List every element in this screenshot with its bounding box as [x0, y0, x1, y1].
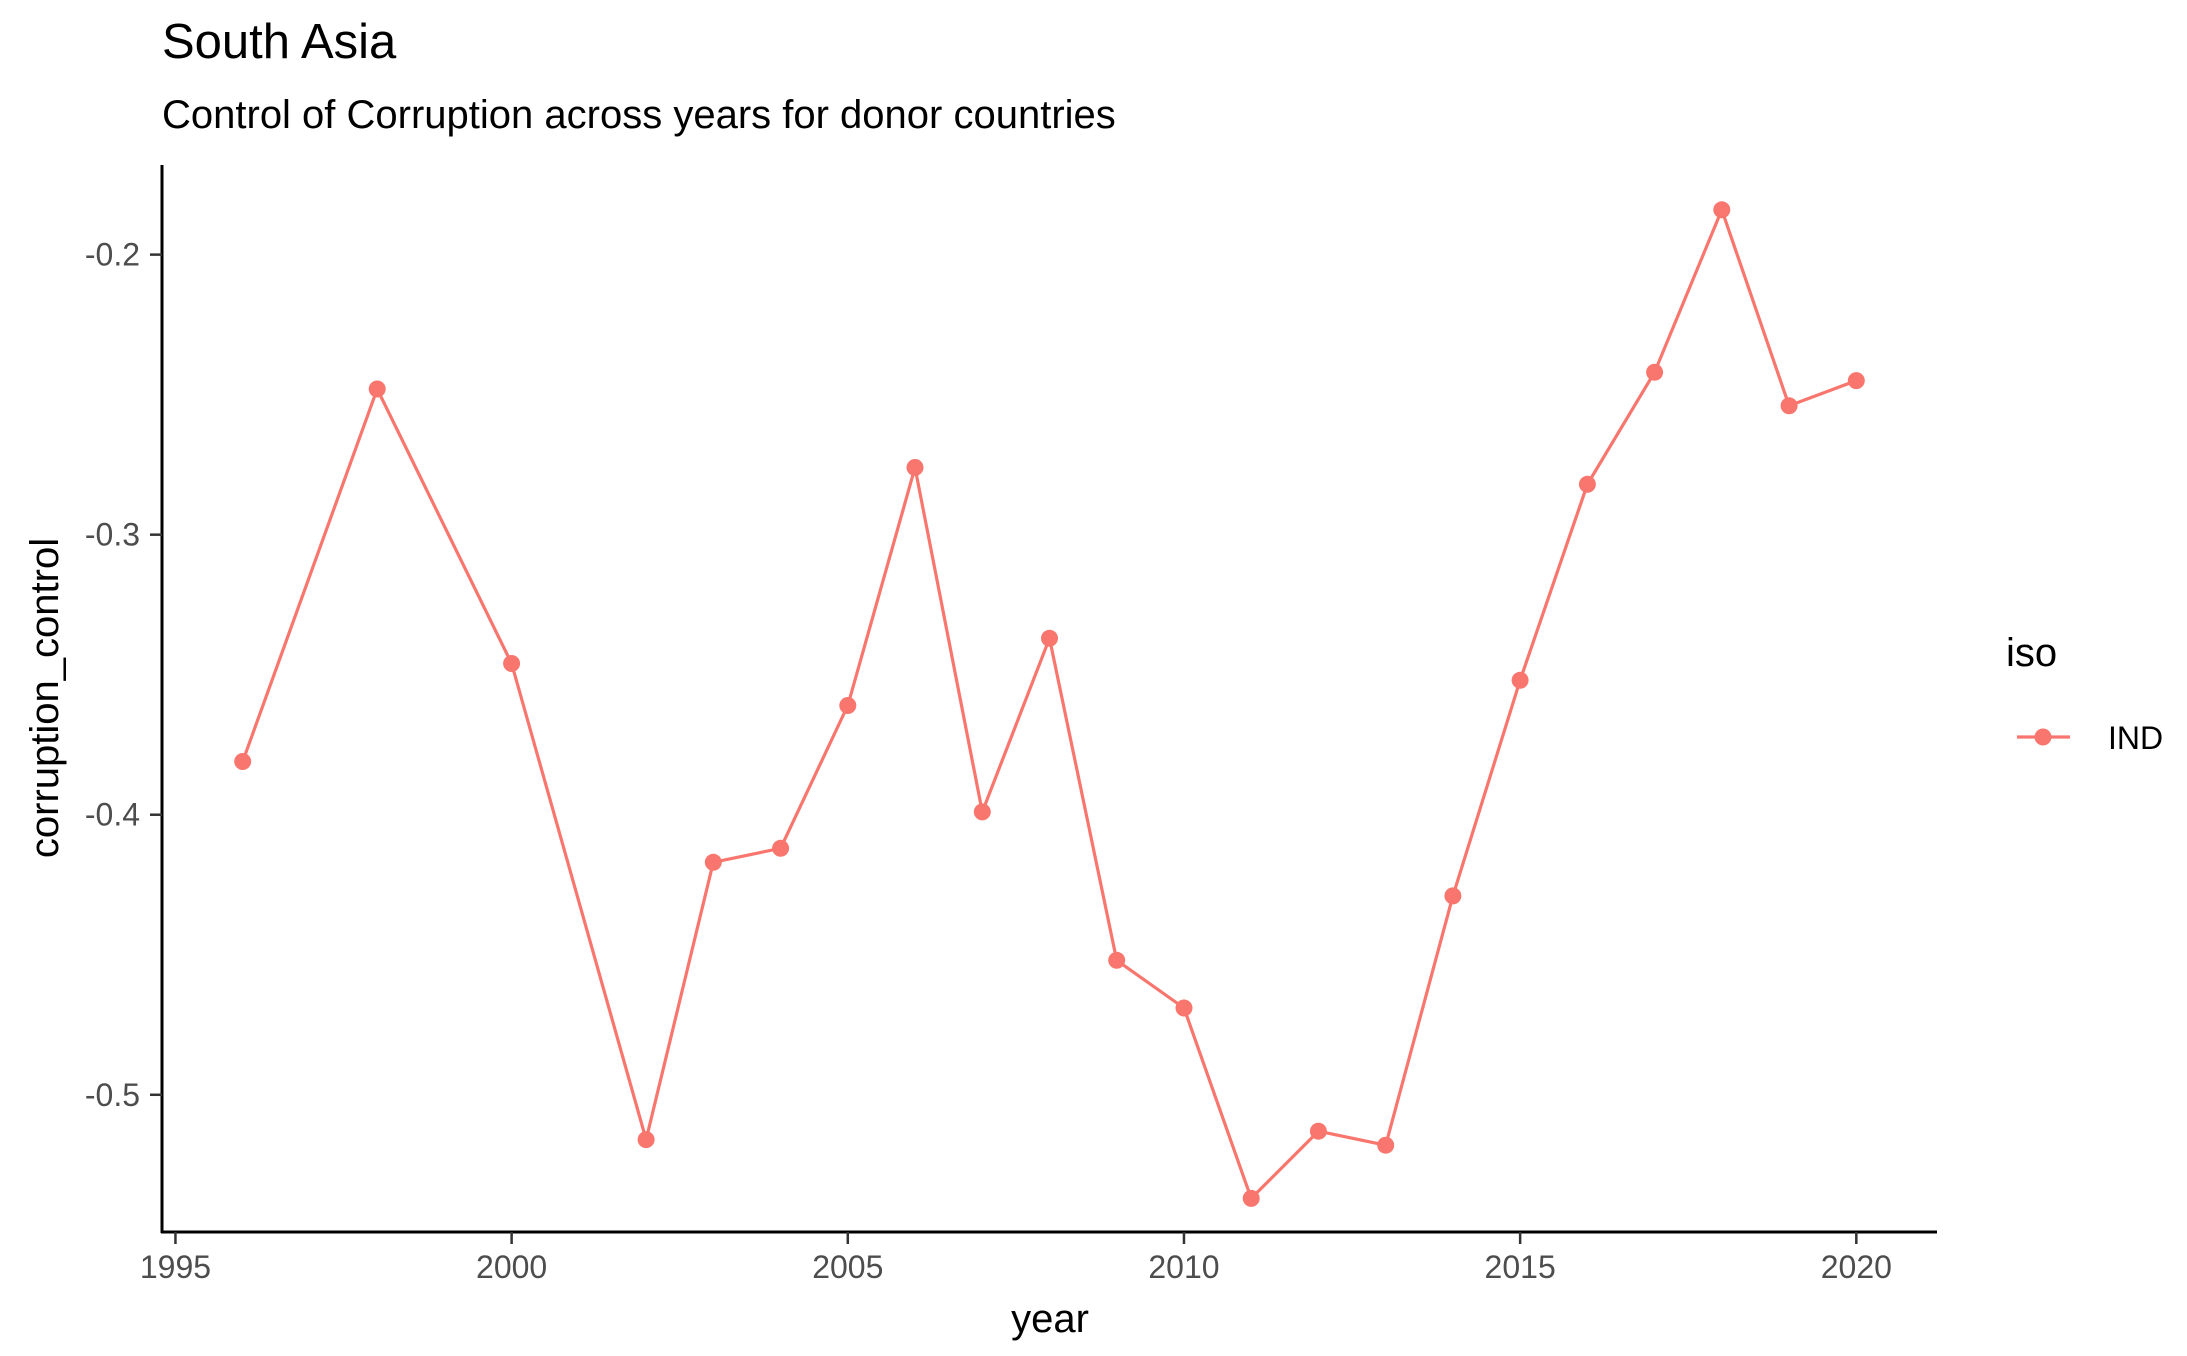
data-point	[1646, 363, 1664, 381]
x-tick-label: 2005	[812, 1249, 883, 1285]
data-point	[1444, 887, 1462, 905]
x-tick-label: 2015	[1485, 1249, 1556, 1285]
data-point	[1780, 397, 1798, 415]
plot-series	[234, 201, 1865, 1207]
data-point	[1578, 475, 1596, 493]
data-point	[1242, 1189, 1260, 1207]
data-point	[234, 753, 252, 770]
chart-title: South Asia	[162, 15, 397, 69]
data-point	[637, 1131, 655, 1149]
y-tick-label: -0.3	[85, 517, 140, 553]
data-point	[704, 853, 722, 871]
data-point	[1511, 671, 1529, 689]
data-point	[1041, 629, 1058, 647]
axes: 1995 2000 2005 2010 2015 2020 -0.2 -0.3 -0.4 -0.5	[85, 165, 1937, 1285]
x-axis-label: year	[1011, 1297, 1089, 1341]
data-point	[839, 697, 857, 714]
y-axis-label: corruption_control	[23, 538, 67, 858]
x-tick-label: 2020	[1821, 1249, 1892, 1285]
x-tick-label: 2000	[476, 1249, 547, 1285]
data-point	[503, 655, 521, 672]
data-point	[772, 839, 790, 857]
legend-key-point	[2034, 728, 2052, 746]
series-line-ind	[241, 208, 1857, 1201]
legend: IND	[2017, 720, 2163, 756]
data-point	[1309, 1122, 1327, 1140]
data-point	[973, 803, 991, 821]
legend-title: iso	[2006, 631, 2057, 675]
data-point	[1175, 999, 1193, 1017]
y-tick-label: -0.2	[85, 237, 140, 273]
data-point	[368, 380, 386, 398]
chart-subtitle: Control of Corruption across years for d…	[162, 93, 1116, 137]
x-tick-label: 2010	[1148, 1249, 1219, 1285]
data-point	[1847, 372, 1865, 390]
data-point	[1377, 1136, 1395, 1154]
x-tick-label: 1995	[140, 1249, 211, 1285]
data-point	[906, 459, 924, 476]
legend-label: IND	[2108, 720, 2163, 756]
data-point	[1713, 201, 1731, 219]
data-point	[1108, 951, 1126, 969]
y-tick-label: -0.5	[85, 1077, 140, 1113]
y-tick-label: -0.4	[85, 797, 140, 833]
